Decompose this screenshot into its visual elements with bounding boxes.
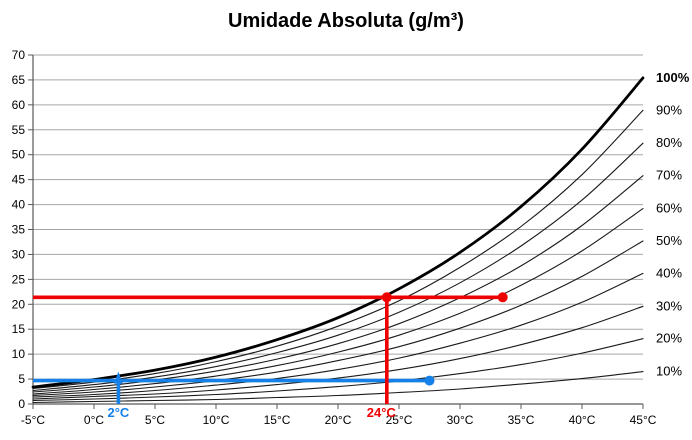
y-tick-label-40: 40 (12, 198, 26, 212)
rh-label-10: 10% (656, 364, 682, 379)
rh-label-90: 90% (656, 102, 682, 117)
rh-label-50: 50% (656, 233, 682, 248)
x-tick-label-35: 35°C (508, 413, 535, 427)
rh-label-70: 70% (656, 168, 682, 183)
red-junction-dot (381, 292, 392, 303)
rh-label-20: 20% (656, 331, 682, 346)
rh-curve-20 (32, 338, 644, 402)
y-tick-label-30: 30 (12, 247, 26, 261)
y-tick-label-45: 45 (12, 173, 26, 187)
blue-state-dot (424, 375, 435, 386)
rh-label-100: 100% (656, 70, 690, 85)
rh-label-60: 60% (656, 201, 682, 216)
x-tick-label-5: 5°C (145, 413, 165, 427)
x-tick-label-15: 15°C (264, 413, 291, 427)
rh-label-30: 30% (656, 298, 682, 313)
rh-curve-90 (32, 109, 644, 390)
y-tick-label-35: 35 (12, 223, 26, 237)
rh-curve-60 (32, 208, 644, 395)
x-tick-label-40: 40°C (569, 413, 596, 427)
rh-curve-30 (32, 305, 644, 400)
rh-curve-80 (32, 142, 644, 392)
x-tick-label-25: 25°C (386, 413, 413, 427)
x-tick-label-45: 45°C (630, 413, 657, 427)
x-tick-label-0: 0°C (84, 413, 104, 427)
y-tick-label-70: 70 (12, 48, 26, 62)
y-tick-label-10: 10 (12, 347, 26, 361)
x-tick-label-20: 20°C (325, 413, 352, 427)
rh-curve-100 (31, 76, 645, 389)
y-tick-label-25: 25 (12, 272, 26, 286)
blue-arrow-up (113, 371, 123, 384)
rh-curve-40 (32, 272, 644, 398)
red-dewpoint-label: 24°C (367, 405, 397, 420)
chart-title: Umidade Absoluta (g/m³) (228, 10, 464, 32)
y-tick-label-65: 65 (12, 73, 26, 87)
y-tick-label-15: 15 (12, 322, 26, 336)
y-tick-label-50: 50 (12, 148, 26, 162)
rh-label-40: 40% (656, 265, 682, 280)
y-tick-label-60: 60 (12, 98, 26, 112)
y-tick-label-55: 55 (12, 123, 26, 137)
rh-label-80: 80% (656, 135, 682, 150)
blue-dewpoint-label: 2°C (107, 405, 129, 420)
x-tick-label--5: -5°C (21, 413, 45, 427)
rh-curve-50 (32, 240, 644, 397)
rh-curve-10 (32, 371, 644, 404)
x-tick-label-10: 10°C (203, 413, 230, 427)
y-tick-label-20: 20 (12, 297, 26, 311)
y-tick-label-0: 0 (18, 397, 25, 411)
x-tick-label-30: 30°C (447, 413, 474, 427)
y-tick-label-5: 5 (18, 372, 25, 386)
red-state-dot (497, 292, 508, 303)
